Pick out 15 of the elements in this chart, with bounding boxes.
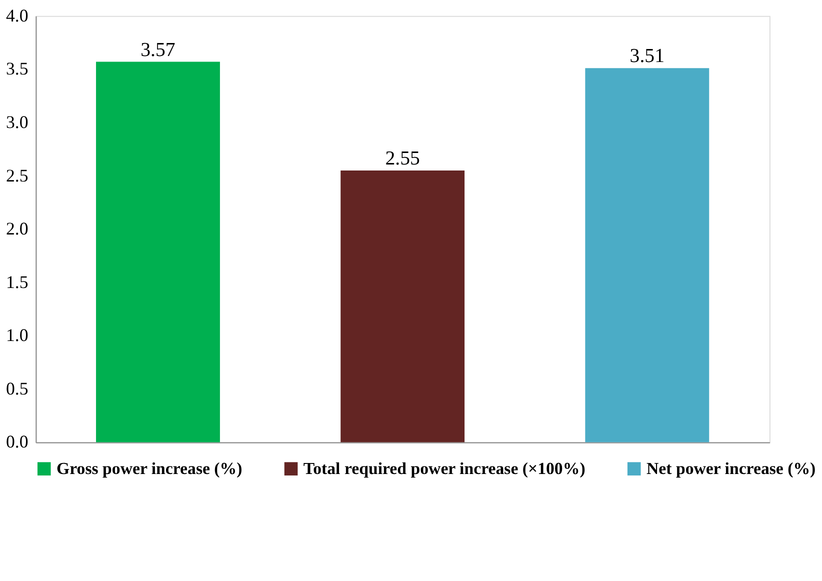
y-tick-label: 2.0 [6,218,28,239]
y-tick-label: 3.0 [6,112,28,132]
data-label: 3.51 [630,45,665,68]
y-tick-label: 2.5 [6,165,28,186]
data-label: 3.57 [140,38,176,61]
y-tick-label: 1.0 [6,325,28,346]
y-tick-label: 1.5 [6,272,28,292]
legend-label: Total required power increase (×100%) [303,458,586,478]
y-tick-label: 0.0 [6,432,28,452]
legend-label: Gross power increase (%) [56,458,242,478]
y-tick-label: 0.5 [6,378,28,398]
data-label: 2.55 [385,148,420,170]
legend-label: Net power increase (%) [646,458,816,478]
y-tick-label: 3.5 [6,58,28,79]
y-tick-label: 4.0 [6,5,28,26]
